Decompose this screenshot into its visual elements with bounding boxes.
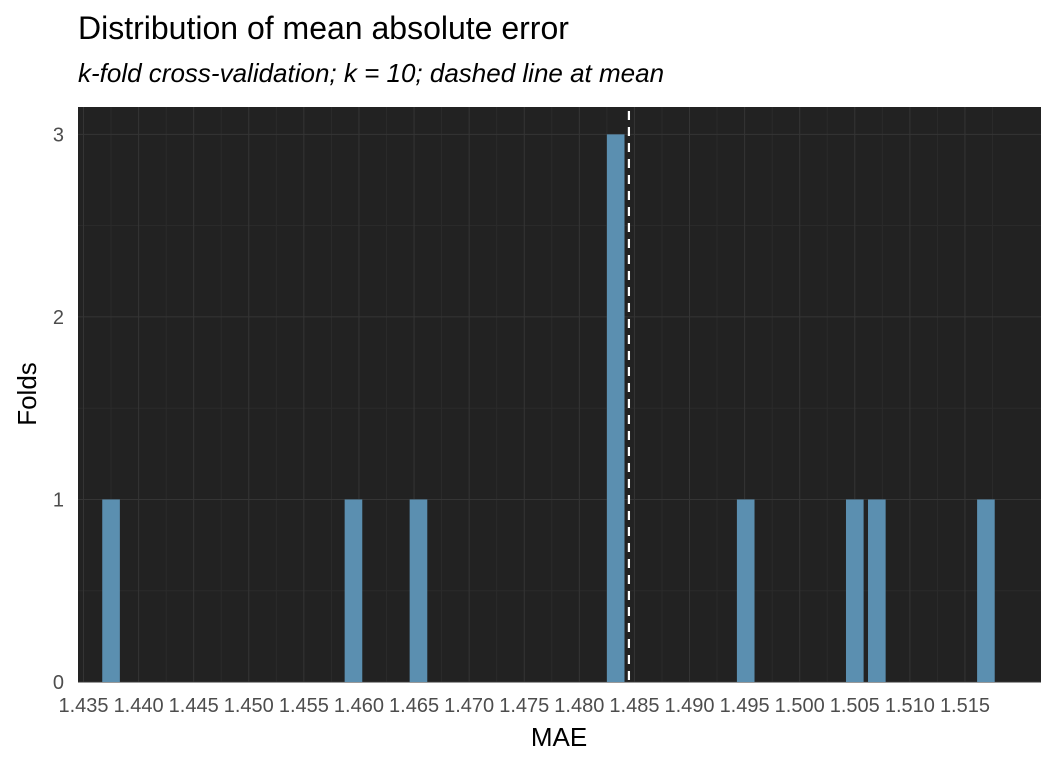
histogram-bar (410, 499, 428, 682)
x-tick-label: 1.455 (279, 695, 329, 717)
y-axis-ticks: 0 1 2 3 (53, 124, 64, 694)
y-tick-label: 2 (53, 307, 64, 329)
x-tick-label: 1.470 (444, 695, 494, 717)
x-tick-label: 1.510 (885, 695, 935, 717)
histogram-bar (737, 499, 755, 682)
y-tick-label: 3 (53, 124, 64, 146)
x-axis-label: MAE (531, 722, 587, 752)
x-axis-ticks: 1.435 1.440 1.445 1.450 1.455 1.460 1.465 1.470… (58, 695, 990, 717)
x-tick-label: 1.435 (58, 695, 108, 717)
x-tick-label: 1.490 (664, 695, 714, 717)
histogram-bar (868, 499, 886, 682)
x-tick-label: 1.485 (609, 695, 659, 717)
x-tick-label: 1.515 (940, 695, 990, 717)
x-tick-label: 1.495 (720, 695, 770, 717)
x-tick-label: 1.445 (169, 695, 219, 717)
histogram-bar (607, 134, 625, 682)
histogram-bar (102, 499, 120, 682)
y-axis-label: Folds (12, 362, 42, 426)
histogram-bar (846, 499, 864, 682)
x-tick-label: 1.460 (334, 695, 384, 717)
y-tick-label: 0 (53, 672, 64, 694)
plot-panel (78, 107, 1041, 682)
x-tick-label: 1.475 (499, 695, 549, 717)
histogram-bar (345, 499, 363, 682)
x-tick-label: 1.450 (224, 695, 274, 717)
x-tick-label: 1.505 (830, 695, 880, 717)
x-tick-label: 1.480 (554, 695, 604, 717)
histogram-bar (977, 499, 995, 682)
x-tick-label: 1.500 (775, 695, 825, 717)
x-tick-label: 1.440 (114, 695, 164, 717)
x-tick-label: 1.465 (389, 695, 439, 717)
y-tick-label: 1 (53, 489, 64, 511)
